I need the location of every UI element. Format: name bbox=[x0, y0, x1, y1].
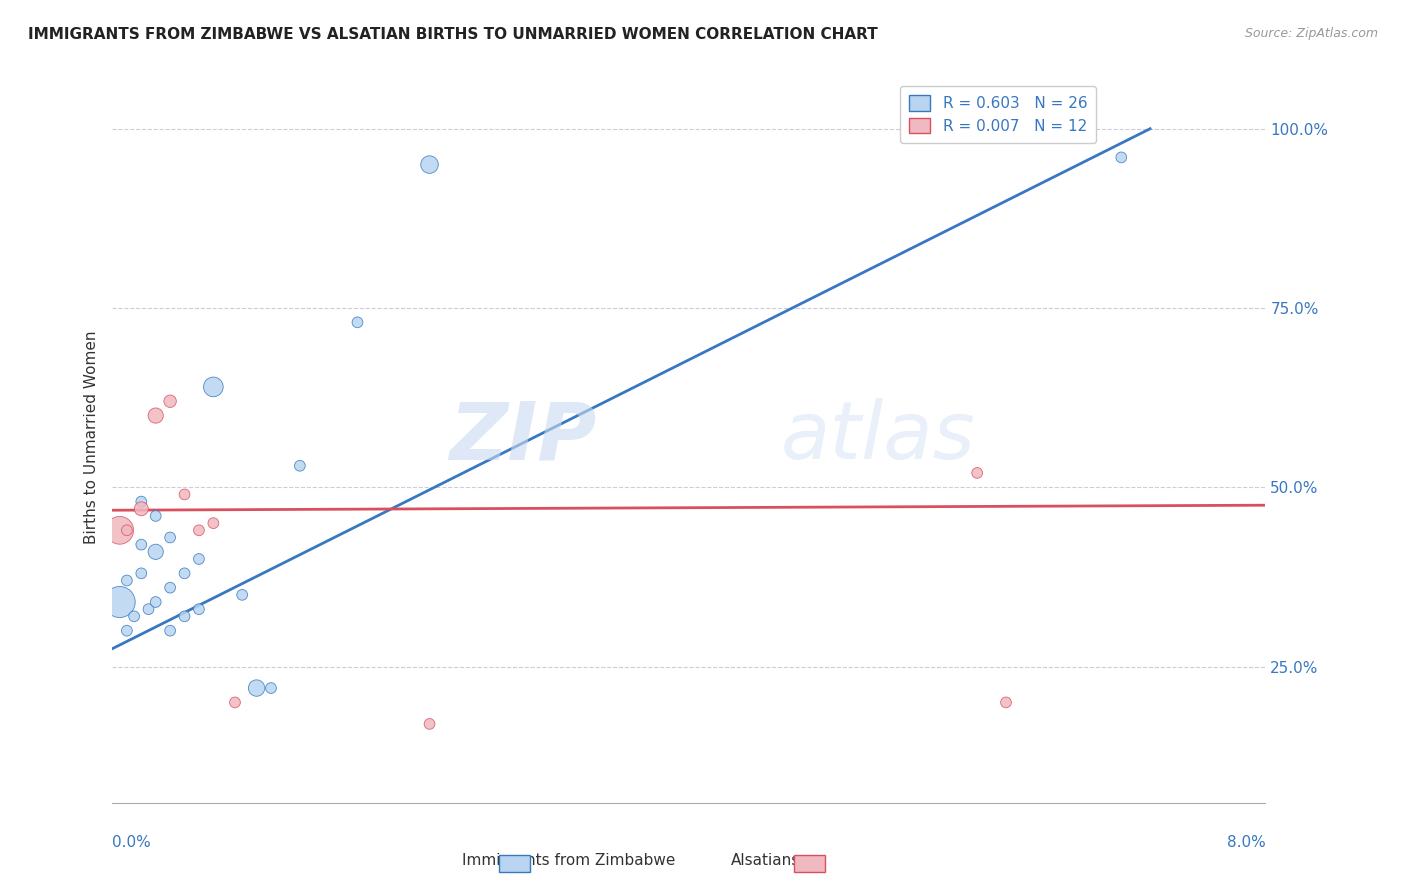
Point bbox=[995, 695, 1018, 709]
Point bbox=[231, 588, 253, 602]
Text: IMMIGRANTS FROM ZIMBABWE VS ALSATIAN BIRTHS TO UNMARRIED WOMEN CORRELATION CHART: IMMIGRANTS FROM ZIMBABWE VS ALSATIAN BIR… bbox=[28, 27, 877, 42]
Text: 8.0%: 8.0% bbox=[1226, 836, 1265, 850]
Point bbox=[159, 581, 181, 595]
Point bbox=[159, 394, 181, 409]
Point bbox=[966, 466, 988, 480]
Point bbox=[129, 494, 153, 508]
Point bbox=[224, 695, 246, 709]
Point bbox=[419, 158, 441, 172]
FancyBboxPatch shape bbox=[499, 855, 530, 872]
Text: 0.0%: 0.0% bbox=[112, 836, 152, 850]
FancyBboxPatch shape bbox=[794, 855, 825, 872]
Point bbox=[129, 538, 153, 552]
Text: ZIP: ZIP bbox=[450, 398, 596, 476]
Point bbox=[115, 624, 138, 638]
Point bbox=[115, 524, 138, 538]
Point bbox=[188, 524, 211, 538]
Text: Alsatians: Alsatians bbox=[731, 854, 800, 868]
Point bbox=[173, 609, 195, 624]
Point bbox=[202, 380, 225, 394]
Point bbox=[115, 574, 138, 588]
Text: Immigrants from Zimbabwe: Immigrants from Zimbabwe bbox=[461, 854, 675, 868]
Point bbox=[145, 545, 167, 559]
Point bbox=[108, 524, 131, 538]
Point bbox=[260, 681, 283, 695]
Point bbox=[188, 552, 211, 566]
Legend: R = 0.603   N = 26, R = 0.007   N = 12: R = 0.603 N = 26, R = 0.007 N = 12 bbox=[900, 87, 1097, 143]
Text: Source: ZipAtlas.com: Source: ZipAtlas.com bbox=[1244, 27, 1378, 40]
Point bbox=[159, 531, 181, 545]
Point bbox=[138, 602, 160, 616]
Point bbox=[145, 508, 167, 523]
Point bbox=[159, 624, 181, 638]
Point bbox=[202, 516, 225, 530]
Point bbox=[122, 609, 145, 624]
Point bbox=[145, 409, 167, 423]
Point bbox=[129, 566, 153, 581]
Point bbox=[188, 602, 211, 616]
Text: atlas: atlas bbox=[782, 398, 976, 476]
Point bbox=[145, 595, 167, 609]
Point bbox=[419, 717, 441, 731]
Point bbox=[1111, 150, 1133, 164]
Point bbox=[173, 566, 195, 581]
Y-axis label: Births to Unmarried Women: Births to Unmarried Women bbox=[83, 330, 98, 544]
Point bbox=[245, 681, 267, 695]
Point bbox=[346, 315, 368, 329]
Point bbox=[173, 487, 195, 501]
Point bbox=[108, 595, 131, 609]
Point bbox=[288, 458, 311, 473]
Point bbox=[129, 501, 153, 516]
